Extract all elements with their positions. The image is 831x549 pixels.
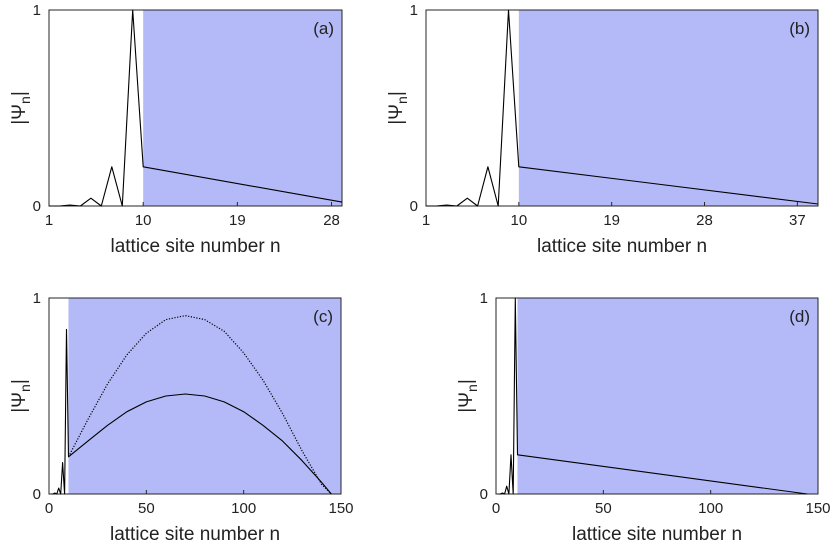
y-label-subscript: n	[17, 96, 33, 104]
y-label-main: |Ψ	[386, 104, 407, 125]
x-tick-label: 100	[231, 500, 256, 517]
series-line-0	[50, 328, 332, 495]
axes-box	[48, 9, 343, 207]
x-tick-label: 100	[698, 500, 723, 517]
x-tick-label: 1	[45, 212, 53, 229]
x-tick-label: 150	[328, 500, 353, 517]
series-line-0	[498, 297, 808, 495]
axes-box	[425, 9, 819, 207]
y-tick-label: 0	[33, 198, 41, 215]
x-tick-label: 19	[603, 212, 620, 229]
x-tick-label: 28	[696, 212, 713, 229]
panel-label: (a)	[313, 19, 334, 38]
y-label-close: |	[9, 91, 30, 96]
x-axis-label: lattice site number n	[110, 524, 280, 545]
y-label-subscript: n	[394, 96, 410, 104]
series-line-0	[49, 9, 343, 207]
panel-label: (c)	[313, 307, 333, 326]
x-tick-label: 50	[138, 500, 155, 517]
x-tick-label: 1	[422, 212, 430, 229]
panel-2: 0 50 100 150 0 1 (c) lattice site number n |Ψn|	[9, 290, 354, 545]
panel-label: (b)	[789, 19, 810, 38]
x-axis-label: lattice site number n	[572, 524, 742, 545]
y-label-subscript: n	[464, 384, 480, 392]
y-axis-label: |Ψn|	[456, 379, 480, 413]
panel-3: 0 50 100 150 0 1 (d) lattice site number n |Ψn|	[456, 290, 831, 545]
y-tick-label: 1	[480, 290, 488, 307]
y-label-main: |Ψ	[9, 392, 30, 413]
y-label-main: |Ψ	[456, 392, 477, 413]
series-line-0	[426, 9, 819, 207]
x-axis-label: lattice site number n	[537, 236, 707, 257]
y-label-close: |	[456, 379, 477, 384]
y-tick-label: 0	[410, 198, 418, 215]
x-tick-label: 37	[789, 212, 806, 229]
y-label-close: |	[9, 379, 30, 384]
x-tick-label: 0	[492, 500, 500, 517]
x-tick-label: 0	[45, 500, 53, 517]
y-label-close: |	[386, 91, 407, 96]
axes-box	[495, 297, 819, 495]
y-tick-label: 1	[33, 290, 41, 307]
shaded-region	[517, 298, 818, 494]
y-tick-label: 1	[410, 2, 418, 19]
series-line-1	[67, 315, 332, 495]
panel-label: (d)	[789, 307, 810, 326]
x-tick-label: 50	[595, 500, 612, 517]
x-tick-label: 10	[135, 212, 152, 229]
y-axis-label: |Ψn|	[9, 91, 33, 125]
y-axis-label: |Ψn|	[9, 379, 33, 413]
x-tick-label: 28	[323, 212, 340, 229]
y-label-main: |Ψ	[9, 104, 30, 125]
y-tick-label: 0	[33, 486, 41, 503]
x-tick-label: 150	[805, 500, 830, 517]
y-tick-label: 0	[480, 486, 488, 503]
y-tick-label: 1	[33, 2, 41, 19]
y-label-subscript: n	[17, 384, 33, 392]
y-axis-label: |Ψn|	[386, 91, 410, 125]
shaded-region	[518, 10, 818, 206]
x-tick-label: 10	[510, 212, 527, 229]
axes-box	[48, 297, 342, 495]
x-axis-label: lattice site number n	[110, 236, 280, 257]
shaded-region	[143, 10, 342, 206]
x-tick-label: 19	[229, 212, 246, 229]
